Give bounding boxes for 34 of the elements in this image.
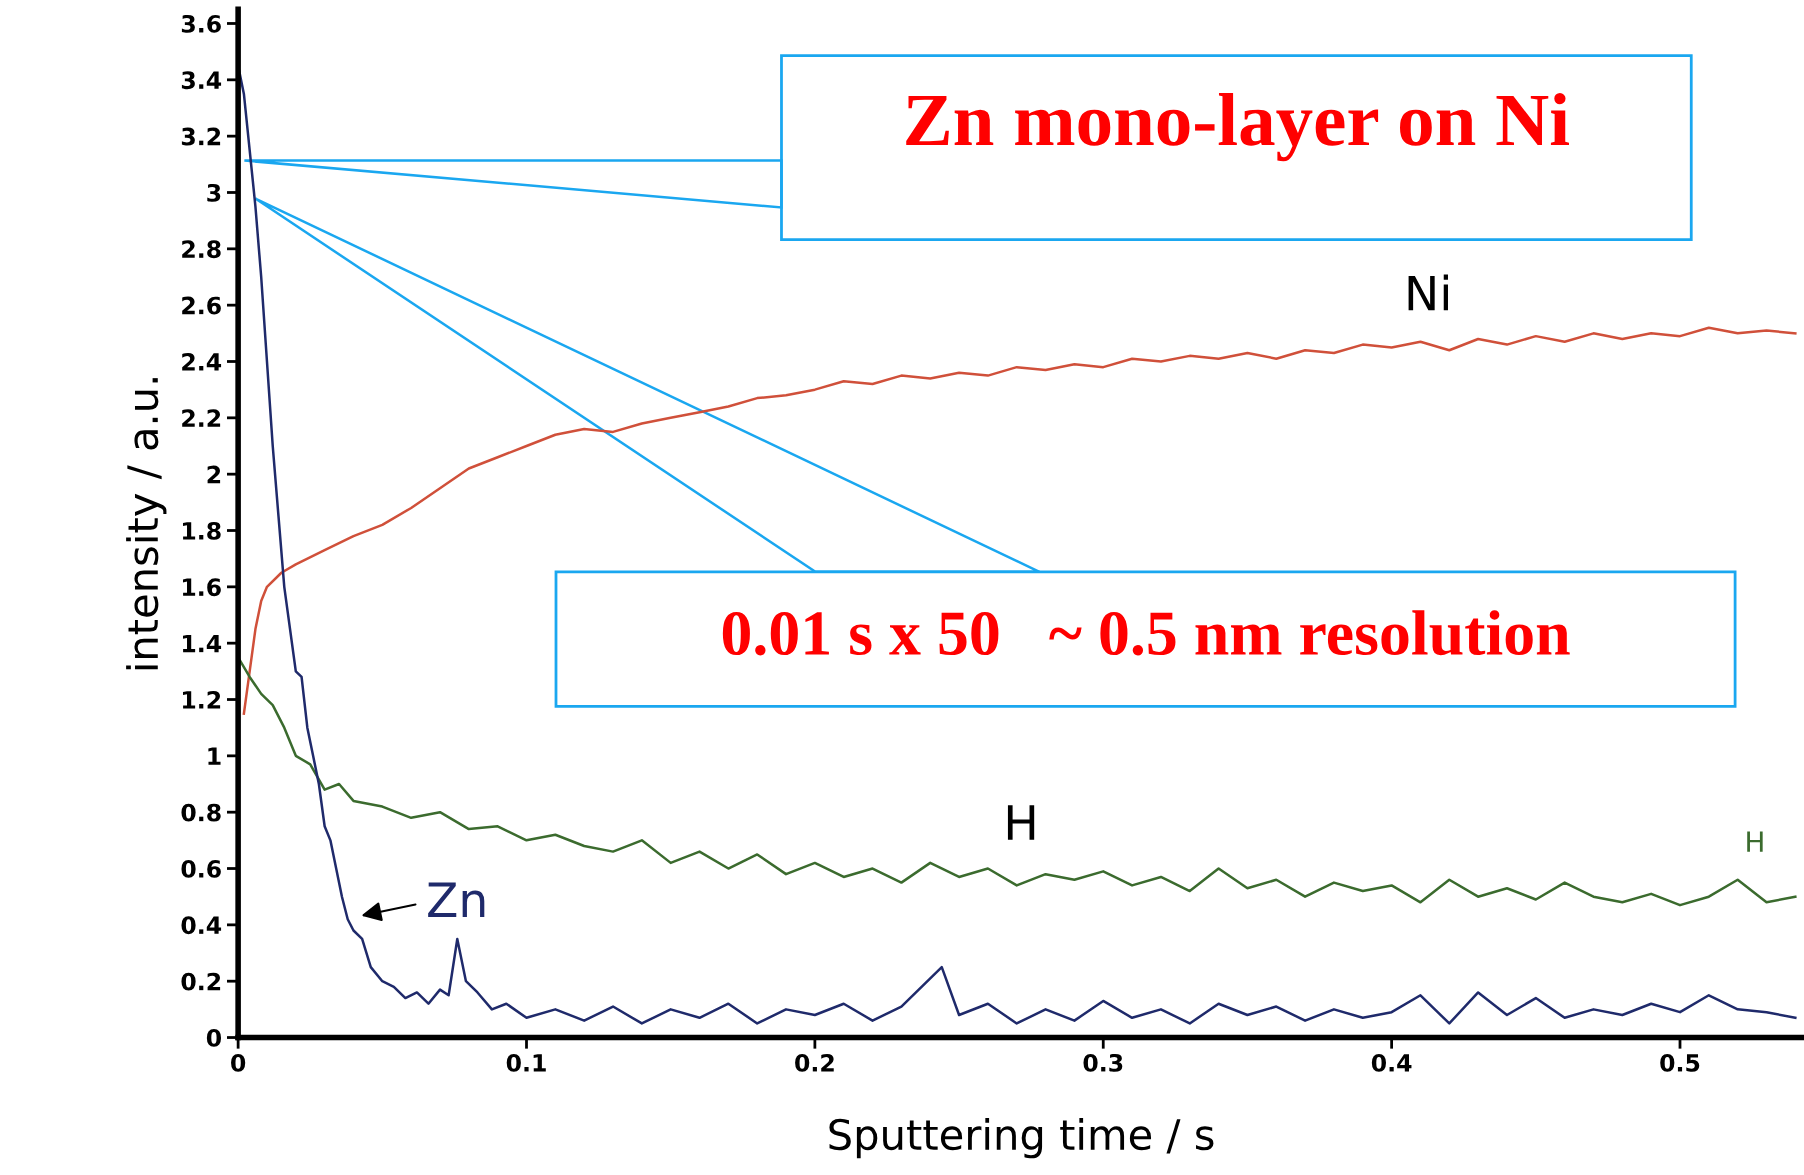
series-label: Ni	[1408, 274, 1448, 311]
y-tick-label: 2.4	[182, 352, 222, 371]
x-tick-label: 0.3	[1083, 1053, 1123, 1072]
y-tick-label: 3	[207, 183, 221, 202]
y-axis-title: intensity / a.u.	[126, 378, 167, 670]
y-tick-label: 1.4	[182, 634, 222, 653]
x-tick-label: 0.4	[1371, 1053, 1412, 1072]
annotation: 0.01 s x 50 ~ 0.5 nm resolution	[722, 610, 1570, 656]
y-tick-label: 2.2	[182, 409, 221, 427]
annotation: Zn mono-layer on Ni	[906, 93, 1569, 162]
y-tick-label: 3.4	[181, 71, 222, 90]
y-tick-label: 1.8	[182, 521, 221, 540]
x-axis-title: Sputtering time / s	[829, 1118, 1214, 1159]
y-tick-label: 3.2	[181, 127, 221, 146]
x-tick-label: 0.5	[1660, 1053, 1700, 1072]
x-tick-label: 0	[231, 1053, 246, 1072]
y-tick-label: 1	[208, 747, 221, 765]
y-tick-label: 0.4	[181, 916, 222, 935]
y-tick-label: 0.2	[181, 972, 221, 991]
y-tick-label: 0.6	[181, 859, 221, 878]
y-tick-label: 2.8	[182, 240, 221, 259]
series-label: Zn	[428, 882, 485, 917]
y-tick-label: 1.6	[182, 578, 221, 597]
y-tick-label: 3.6	[181, 14, 221, 33]
x-tick-label: 0.2	[795, 1053, 834, 1072]
annotation: H	[1747, 831, 1763, 852]
y-tick-label: 0	[206, 1028, 222, 1047]
line-series	[242, 326, 1797, 715]
x-tick-label: 0.1	[506, 1053, 546, 1072]
y-tick-label: 2	[207, 465, 221, 484]
y-tick-label: 1.2	[182, 690, 221, 709]
y-tick-label: 2.6	[182, 296, 221, 315]
y-tick-label: 0.8	[181, 803, 221, 822]
series-label: H	[1007, 805, 1035, 840]
